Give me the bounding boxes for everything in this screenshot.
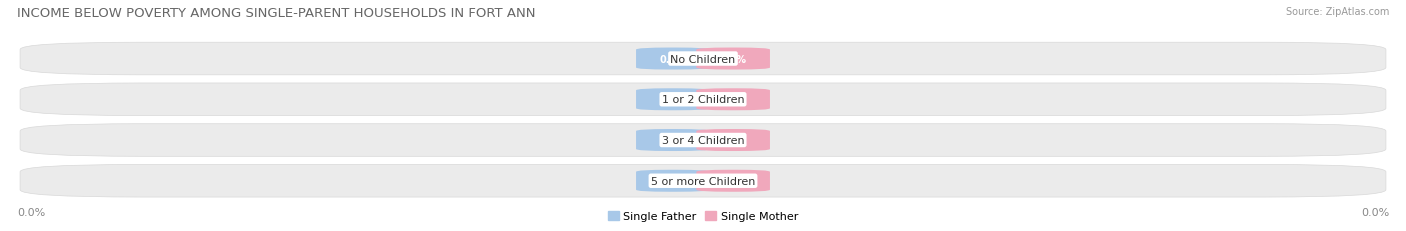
FancyBboxPatch shape	[696, 170, 770, 192]
FancyBboxPatch shape	[636, 129, 710, 151]
Text: INCOME BELOW POVERTY AMONG SINGLE-PARENT HOUSEHOLDS IN FORT ANN: INCOME BELOW POVERTY AMONG SINGLE-PARENT…	[17, 7, 536, 20]
FancyBboxPatch shape	[696, 89, 770, 111]
Text: 0.0%: 0.0%	[17, 207, 45, 218]
Text: 0.0%: 0.0%	[720, 54, 747, 64]
FancyBboxPatch shape	[20, 124, 1386, 157]
Text: 0.0%: 0.0%	[720, 95, 747, 105]
FancyBboxPatch shape	[636, 48, 710, 70]
Text: 1 or 2 Children: 1 or 2 Children	[662, 95, 744, 105]
Text: 0.0%: 0.0%	[659, 54, 686, 64]
Legend: Single Father, Single Mother: Single Father, Single Mother	[603, 206, 803, 225]
Text: 0.0%: 0.0%	[659, 135, 686, 145]
Text: 0.0%: 0.0%	[659, 176, 686, 186]
Text: Source: ZipAtlas.com: Source: ZipAtlas.com	[1285, 7, 1389, 17]
FancyBboxPatch shape	[696, 129, 770, 151]
FancyBboxPatch shape	[696, 48, 770, 70]
Text: 0.0%: 0.0%	[720, 135, 747, 145]
FancyBboxPatch shape	[636, 170, 710, 192]
Text: 3 or 4 Children: 3 or 4 Children	[662, 135, 744, 145]
Text: 5 or more Children: 5 or more Children	[651, 176, 755, 186]
Text: 0.0%: 0.0%	[659, 95, 686, 105]
FancyBboxPatch shape	[20, 165, 1386, 197]
Text: No Children: No Children	[671, 54, 735, 64]
FancyBboxPatch shape	[20, 84, 1386, 116]
Text: 0.0%: 0.0%	[720, 176, 747, 186]
FancyBboxPatch shape	[636, 89, 710, 111]
FancyBboxPatch shape	[20, 43, 1386, 76]
Text: 0.0%: 0.0%	[1361, 207, 1389, 218]
